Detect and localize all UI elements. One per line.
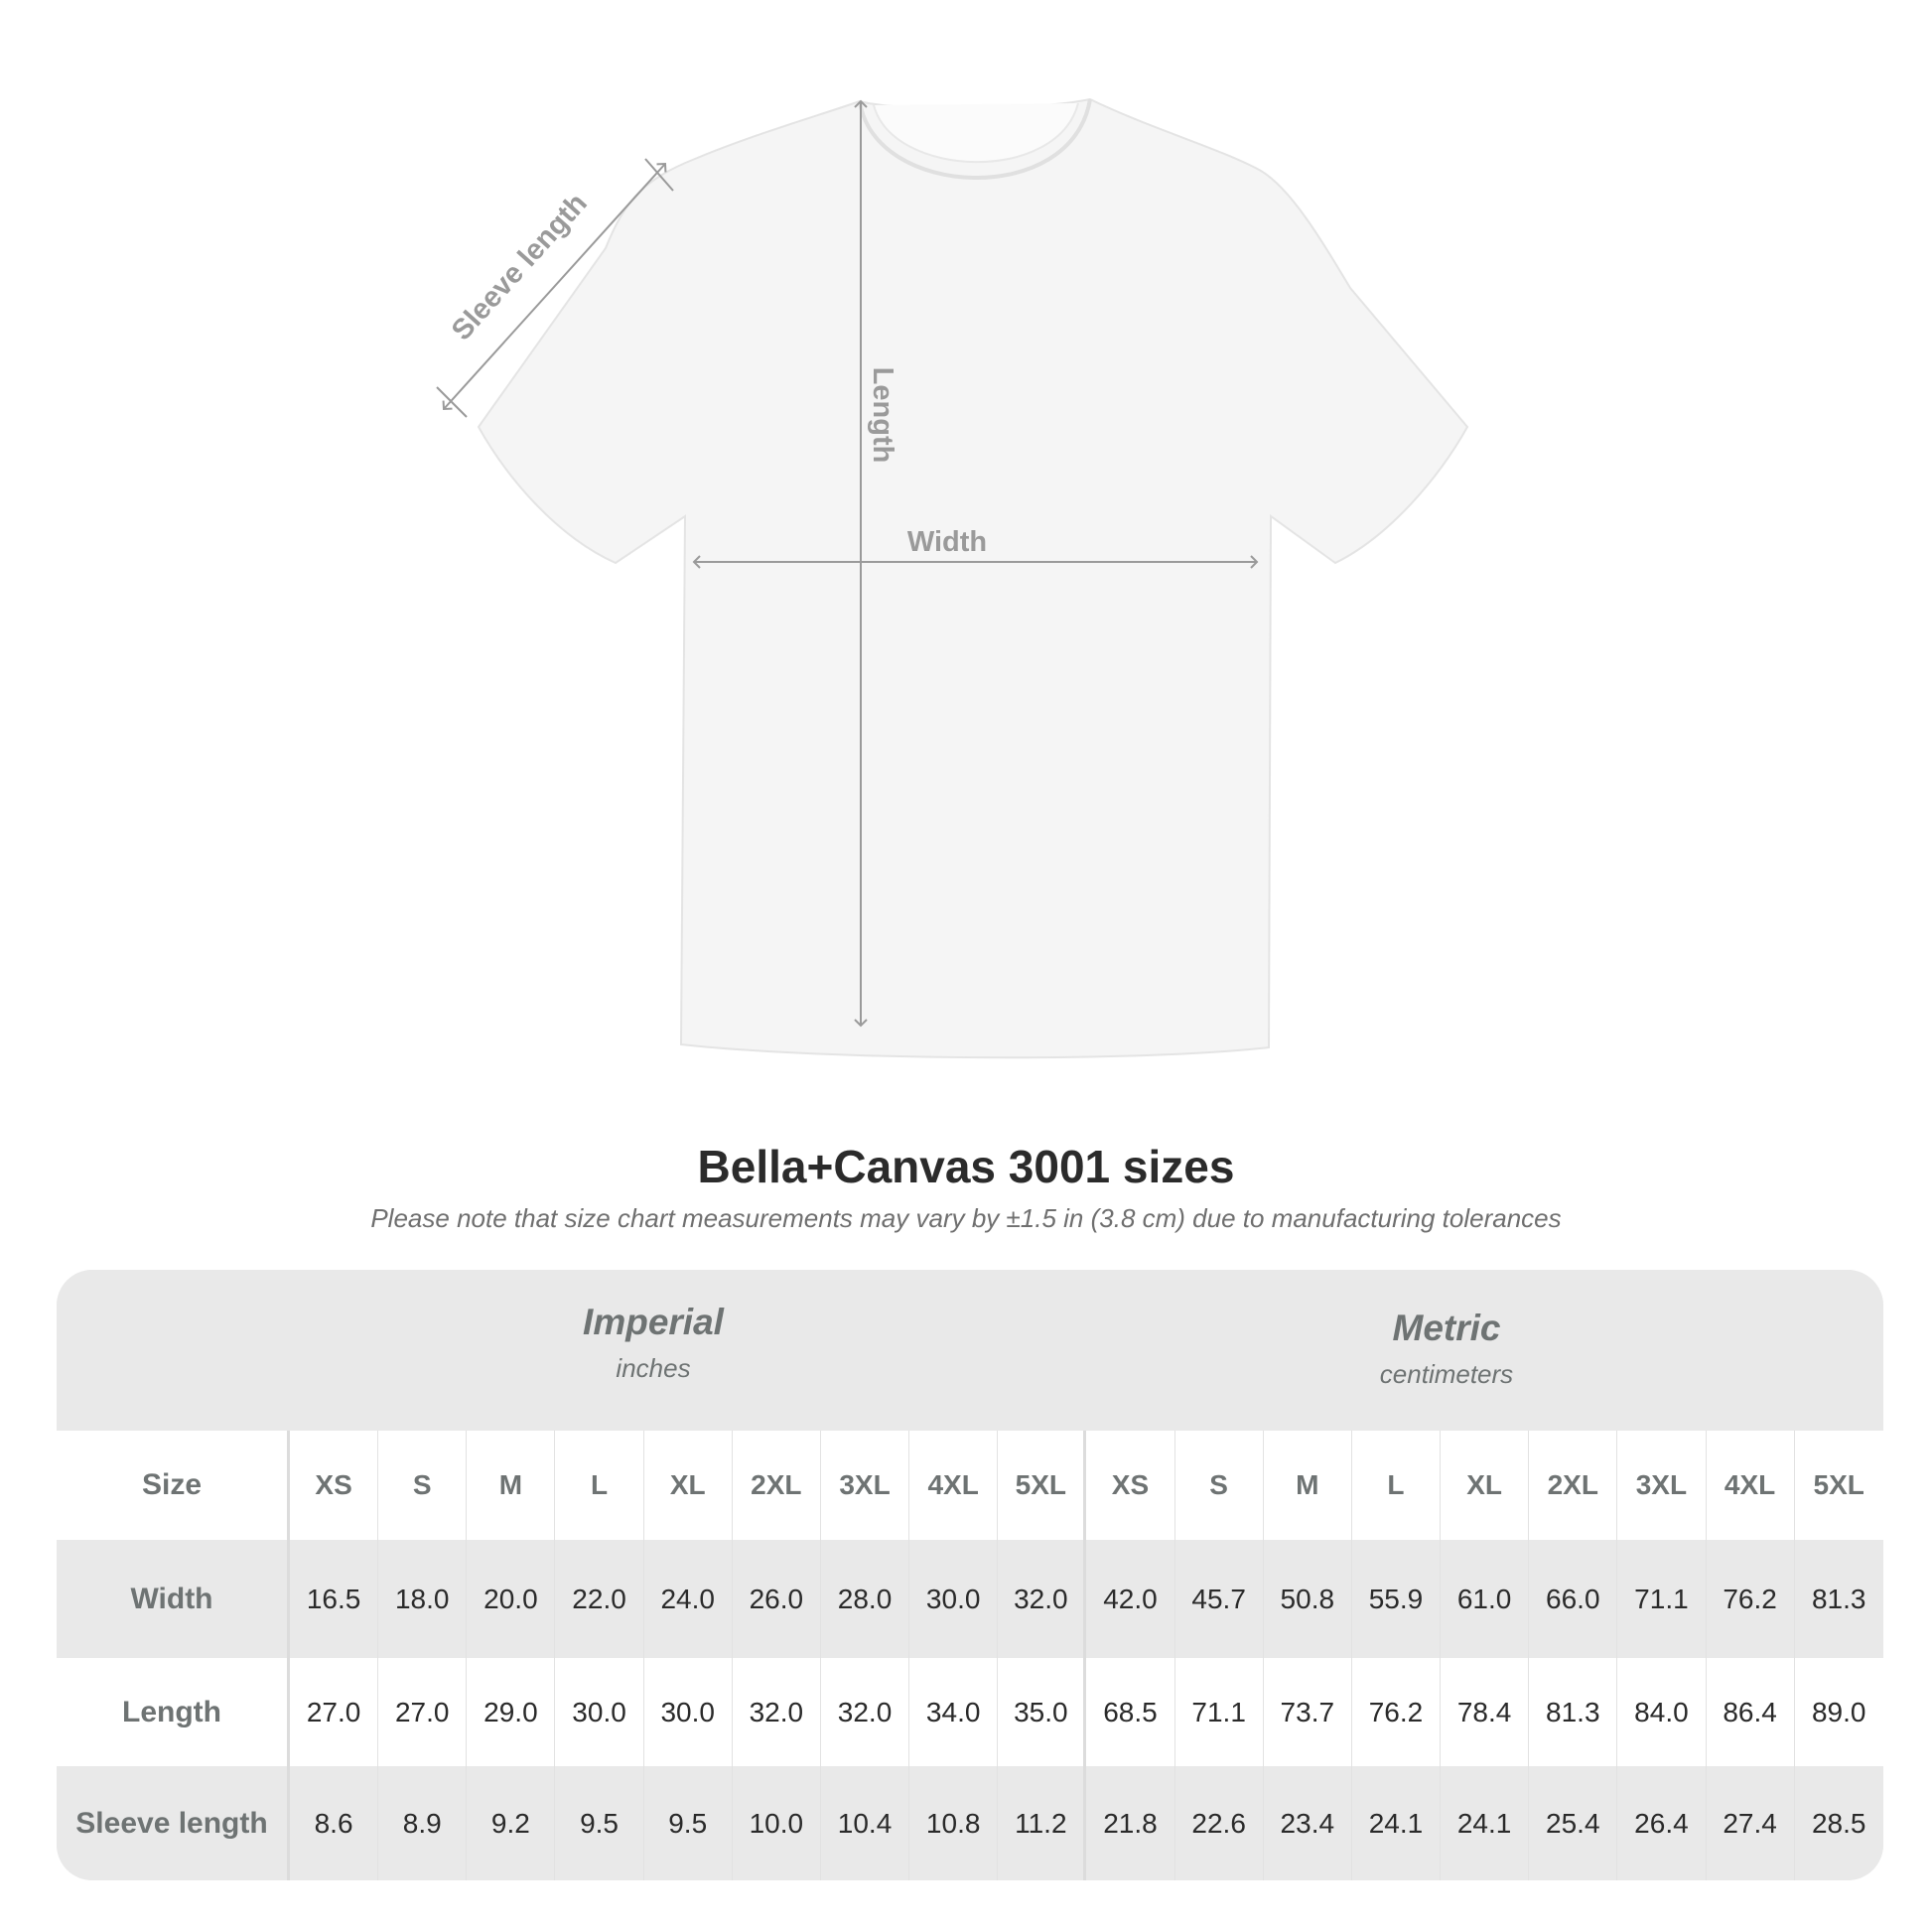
imperial-unit: inches — [616, 1353, 691, 1383]
value-cell: 35.0 — [998, 1658, 1087, 1766]
value-cell: 16.5 — [290, 1540, 379, 1658]
size-cell: 3XL — [1617, 1431, 1707, 1540]
value-cell: 30.0 — [644, 1658, 733, 1766]
value-cell: 50.8 — [1264, 1540, 1352, 1658]
value-cell: 34.0 — [909, 1658, 999, 1766]
value-cell: 24.1 — [1441, 1766, 1530, 1880]
size-cell: M — [467, 1431, 556, 1540]
value-cell: 32.0 — [998, 1540, 1087, 1658]
value-cell: 28.5 — [1811, 1807, 1866, 1839]
metric-unit: centimeters — [1379, 1359, 1514, 1389]
value-cell: 73.7 — [1264, 1658, 1352, 1766]
imperial-header: Imperial inches — [346, 1302, 960, 1384]
value-cell: 9.5 — [644, 1766, 733, 1880]
value-cell: 81.3 — [1811, 1583, 1866, 1614]
size-cell: M — [1264, 1431, 1352, 1540]
sleeve-tick-b — [644, 158, 674, 192]
width-label: Width — [907, 526, 987, 558]
value-cell: 27.0 — [290, 1658, 379, 1766]
table-row: Length 27.0 27.0 29.0 30.0 30.0 32.0 32.0 34.0 35… — [57, 1658, 1883, 1766]
value-cell: 61.0 — [1441, 1540, 1530, 1658]
value-cell: 8.6 — [290, 1766, 379, 1880]
tshirt-diagram: Sleeve length Length Width — [436, 97, 1469, 1059]
size-cell: XL — [644, 1431, 733, 1540]
collar — [858, 98, 1092, 180]
row-label: Width — [57, 1540, 290, 1658]
value-cell: 32.0 — [733, 1658, 821, 1766]
row-label: Sleeve length — [57, 1766, 290, 1880]
value-cell: 26.4 — [1617, 1766, 1707, 1880]
size-header-row: Size XS S M L XL 2XL 3XL 4XL 5XL XS S M L XL 2XL 3XL 4XL 5… — [57, 1431, 1883, 1540]
size-cell: 2XL — [733, 1431, 821, 1540]
collar-inner — [873, 102, 1079, 164]
value-cell: 11.2 — [998, 1766, 1087, 1880]
value-cell: 28.0 — [821, 1540, 910, 1658]
table-row: Sleeve length 8.6 8.9 9.2 9.5 9.5 10.0 10.4 10.8… — [57, 1766, 1883, 1880]
tshirt-shape — [477, 97, 1469, 1059]
value-cell: 71.1 — [1617, 1540, 1707, 1658]
value-cell: 84.0 — [1617, 1658, 1707, 1766]
metric-header: Metric centimeters — [1088, 1308, 1805, 1390]
value-cell: 25.4 — [1529, 1766, 1618, 1880]
value-cell: 76.2 — [1352, 1658, 1442, 1766]
value-cell: 76.2 — [1707, 1540, 1795, 1658]
row-label: Length — [57, 1658, 290, 1766]
size-cell: XS — [1086, 1431, 1175, 1540]
value-cell: 55.9 — [1352, 1540, 1442, 1658]
value-cell: 22.6 — [1175, 1766, 1264, 1880]
size-cell: 3XL — [821, 1431, 910, 1540]
value-cell: 10.4 — [821, 1766, 910, 1880]
value-cell: 29.0 — [467, 1658, 556, 1766]
value-cell: 42.0 — [1086, 1540, 1175, 1658]
value-cell: 81.3 — [1529, 1658, 1618, 1766]
size-cell: XL — [1441, 1431, 1530, 1540]
value-cell: 27.0 — [378, 1658, 468, 1766]
sleeve-arrow — [442, 162, 667, 411]
value-cell: 18.0 — [378, 1540, 468, 1658]
size-cell: 4XL — [1707, 1431, 1795, 1540]
value-cell: 20.0 — [467, 1540, 556, 1658]
value-cell: 30.0 — [909, 1540, 999, 1658]
value-cell: 24.1 — [1352, 1766, 1442, 1880]
value-cell: 23.4 — [1264, 1766, 1352, 1880]
page-title: Bella+Canvas 3001 sizes — [697, 1141, 1235, 1192]
value-cell: 9.2 — [467, 1766, 556, 1880]
size-cell: 4XL — [909, 1431, 999, 1540]
size-table: Imperial inches Metric centimeters Size X… — [57, 1270, 1883, 1880]
size-cell: XS — [290, 1431, 379, 1540]
value-cell: 22.0 — [555, 1540, 644, 1658]
row-label: Size — [57, 1431, 290, 1540]
value-cell: 27.4 — [1707, 1766, 1795, 1880]
tolerance-note: Please note that size chart measurements… — [370, 1203, 1562, 1233]
value-cell: 32.0 — [821, 1658, 910, 1766]
value-cell: 68.5 — [1086, 1658, 1175, 1766]
imperial-title: Imperial — [583, 1302, 724, 1342]
size-cell: 5XL — [1813, 1469, 1864, 1500]
size-cell: 2XL — [1529, 1431, 1618, 1540]
value-cell: 30.0 — [555, 1658, 644, 1766]
value-cell: 71.1 — [1175, 1658, 1264, 1766]
value-cell: 45.7 — [1175, 1540, 1264, 1658]
value-cell: 24.0 — [644, 1540, 733, 1658]
value-cell: 8.9 — [378, 1766, 468, 1880]
value-cell: 66.0 — [1529, 1540, 1618, 1658]
value-cell: 9.5 — [555, 1766, 644, 1880]
table-row: Width 16.5 18.0 20.0 22.0 24.0 26.0 28.0 30.0 32.… — [57, 1540, 1883, 1658]
value-cell: 89.0 — [1811, 1696, 1866, 1727]
size-cell: 5XL — [998, 1431, 1087, 1540]
value-cell: 26.0 — [733, 1540, 821, 1658]
size-cell: L — [555, 1431, 644, 1540]
value-cell: 10.8 — [909, 1766, 999, 1880]
unit-header: Imperial inches Metric centimeters — [57, 1270, 1883, 1431]
sleeve-tick-a — [436, 386, 468, 418]
length-label: Length — [867, 367, 898, 464]
value-cell: 86.4 — [1707, 1658, 1795, 1766]
size-cell: L — [1352, 1431, 1442, 1540]
size-cell: S — [1175, 1431, 1264, 1540]
size-cell: S — [378, 1431, 468, 1540]
metric-title: Metric — [1392, 1308, 1501, 1348]
value-cell: 78.4 — [1441, 1658, 1530, 1766]
value-cell: 21.8 — [1086, 1766, 1175, 1880]
value-cell: 10.0 — [733, 1766, 821, 1880]
